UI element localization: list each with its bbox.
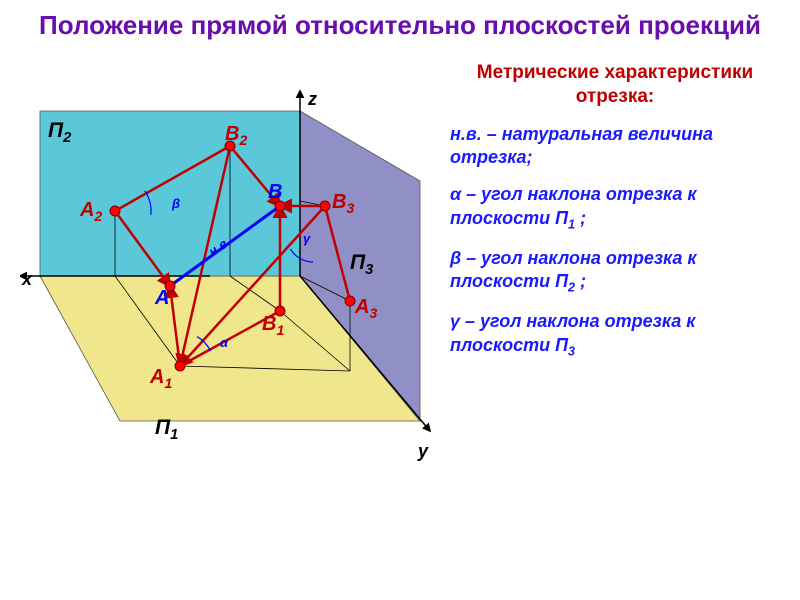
projection-diagram: ABA1B1A2B2A3B3П1П2П3zxyн.в.αβγ xyxy=(20,41,440,521)
subtitle: Метрические характеристики отрезка: xyxy=(450,61,780,109)
page-title: Положение прямой относительно плоскостей… xyxy=(0,0,800,41)
definition-0: н.в. – натуральная величина отрезка; xyxy=(450,123,780,170)
definition-3: γ – угол наклона отрезка к плоскости П3 xyxy=(450,310,780,359)
definitions-column: Метрические характеристики отрезка: н.в.… xyxy=(440,41,780,521)
definition-1: α – угол наклона отрезка к плоскости П1 … xyxy=(450,183,780,232)
definition-2: β – угол наклона отрезка к плоскости П2 … xyxy=(450,247,780,296)
